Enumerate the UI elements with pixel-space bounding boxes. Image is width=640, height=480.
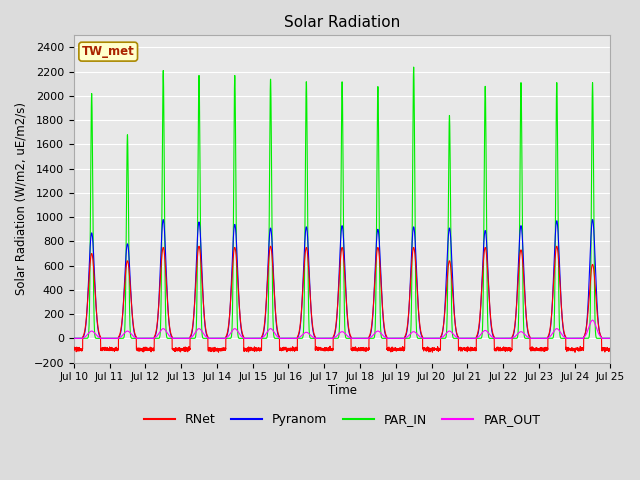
X-axis label: Time: Time: [328, 384, 356, 396]
Legend: RNet, Pyranom, PAR_IN, PAR_OUT: RNet, Pyranom, PAR_IN, PAR_OUT: [139, 408, 545, 431]
Title: Solar Radiation: Solar Radiation: [284, 15, 400, 30]
Text: TW_met: TW_met: [82, 45, 134, 58]
Y-axis label: Solar Radiation (W/m2, uE/m2/s): Solar Radiation (W/m2, uE/m2/s): [15, 102, 28, 296]
